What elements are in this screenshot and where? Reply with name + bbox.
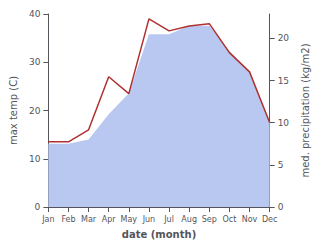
svg-text:15: 15	[278, 76, 289, 86]
svg-text:Aug: Aug	[181, 215, 197, 224]
svg-text:Jul: Jul	[163, 215, 174, 224]
svg-text:0: 0	[35, 202, 41, 212]
svg-text:Apr: Apr	[102, 215, 117, 224]
svg-text:Jan: Jan	[41, 215, 54, 224]
svg-text:10: 10	[29, 154, 41, 164]
svg-text:Jun: Jun	[142, 215, 156, 224]
svg-text:20: 20	[29, 106, 41, 116]
svg-text:30: 30	[29, 57, 41, 67]
svg-text:May: May	[121, 215, 138, 224]
svg-text:med. precipitation (kg/m2): med. precipitation (kg/m2)	[300, 43, 311, 177]
svg-text:Dec: Dec	[262, 215, 277, 224]
svg-text:Mar: Mar	[81, 215, 97, 224]
svg-text:Sep: Sep	[202, 215, 217, 224]
svg-text:Nov: Nov	[242, 215, 258, 224]
svg-text:10: 10	[278, 118, 290, 128]
svg-text:40: 40	[29, 9, 41, 19]
svg-text:5: 5	[278, 160, 284, 170]
svg-text:0: 0	[278, 202, 284, 212]
svg-text:max temp (C): max temp (C)	[8, 76, 19, 145]
svg-text:date (month): date (month)	[122, 229, 196, 240]
svg-text:Oct: Oct	[222, 215, 236, 224]
svg-text:20: 20	[278, 33, 290, 43]
svg-text:Feb: Feb	[61, 215, 75, 224]
